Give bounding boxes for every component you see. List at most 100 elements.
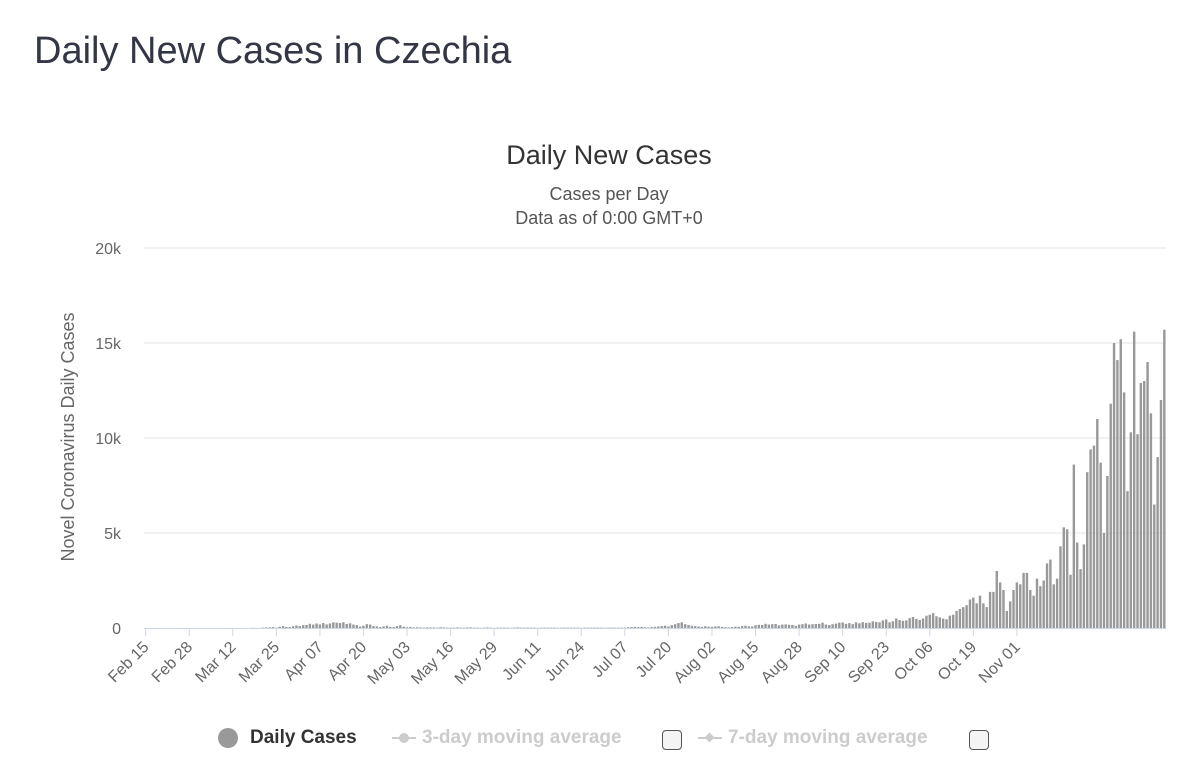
bar[interactable] xyxy=(593,627,596,629)
bar[interactable] xyxy=(807,624,811,628)
bar[interactable] xyxy=(670,625,673,628)
bar[interactable] xyxy=(791,624,794,628)
bars[interactable] xyxy=(198,329,1166,629)
bar[interactable] xyxy=(935,616,938,628)
bar[interactable] xyxy=(677,623,680,628)
bar[interactable] xyxy=(1086,472,1089,628)
bar[interactable] xyxy=(1092,445,1096,628)
bar[interactable] xyxy=(435,627,439,629)
bar[interactable] xyxy=(1159,400,1163,628)
bar[interactable] xyxy=(389,626,392,628)
bar[interactable] xyxy=(761,624,764,628)
bar[interactable] xyxy=(683,624,687,628)
bar[interactable] xyxy=(322,623,325,628)
bar[interactable] xyxy=(271,627,275,628)
bar[interactable] xyxy=(1089,449,1092,628)
bar[interactable] xyxy=(633,626,637,628)
bar[interactable] xyxy=(710,626,714,628)
bar[interactable] xyxy=(409,627,412,628)
bar[interactable] xyxy=(606,627,610,629)
bar[interactable] xyxy=(298,625,302,628)
bar[interactable] xyxy=(1039,586,1042,628)
bar[interactable] xyxy=(777,625,781,628)
bar[interactable] xyxy=(325,624,328,628)
bar[interactable] xyxy=(1072,464,1076,628)
bar[interactable] xyxy=(784,624,787,628)
bar[interactable] xyxy=(1059,546,1062,628)
bar[interactable] xyxy=(921,618,925,629)
bar[interactable] xyxy=(415,627,419,628)
bar[interactable] xyxy=(905,620,908,628)
bar[interactable] xyxy=(392,627,395,628)
bar[interactable] xyxy=(1008,601,1012,628)
bar[interactable] xyxy=(891,621,895,628)
bar[interactable] xyxy=(338,623,342,628)
bar[interactable] xyxy=(647,627,650,629)
bar[interactable] xyxy=(358,626,362,628)
bar[interactable] xyxy=(868,622,871,628)
bar[interactable] xyxy=(952,614,955,628)
checkbox-3-day-average[interactable] xyxy=(662,730,682,750)
bar[interactable] xyxy=(1109,403,1112,628)
bar[interactable] xyxy=(1065,529,1069,628)
bar[interactable] xyxy=(1119,339,1122,628)
bar[interactable] xyxy=(425,627,429,628)
bar[interactable] xyxy=(864,622,868,628)
bar[interactable] xyxy=(697,626,700,628)
bar[interactable] xyxy=(1079,569,1082,628)
bar[interactable] xyxy=(630,627,633,628)
bar[interactable] xyxy=(570,627,573,629)
bar[interactable] xyxy=(459,627,462,629)
bar[interactable] xyxy=(717,626,720,628)
bar[interactable] xyxy=(600,627,603,629)
bar[interactable] xyxy=(476,627,479,629)
bar[interactable] xyxy=(616,627,620,629)
bar[interactable] xyxy=(995,571,998,628)
bar[interactable] xyxy=(265,627,268,629)
bar[interactable] xyxy=(623,627,627,629)
bar[interactable] xyxy=(419,627,422,629)
bar[interactable] xyxy=(466,627,469,629)
bar[interactable] xyxy=(365,624,369,628)
bar[interactable] xyxy=(787,624,791,628)
bar[interactable] xyxy=(660,626,663,628)
bar[interactable] xyxy=(368,624,372,628)
bar[interactable] xyxy=(794,625,797,628)
bar[interactable] xyxy=(1076,542,1079,629)
bar[interactable] xyxy=(878,622,881,628)
bar[interactable] xyxy=(958,609,962,628)
bar[interactable] xyxy=(1126,491,1129,628)
bar[interactable] xyxy=(489,627,493,629)
bar[interactable] xyxy=(1045,563,1049,628)
bar[interactable] xyxy=(482,627,486,629)
bar[interactable] xyxy=(318,624,322,628)
bar[interactable] xyxy=(295,625,298,628)
bar[interactable] xyxy=(382,626,385,628)
bar[interactable] xyxy=(362,625,365,628)
bar[interactable] xyxy=(925,615,928,628)
bar[interactable] xyxy=(978,595,982,628)
bar[interactable] xyxy=(412,627,415,629)
bar[interactable] xyxy=(312,624,315,628)
bar[interactable] xyxy=(968,599,972,629)
bar[interactable] xyxy=(503,627,506,629)
bar[interactable] xyxy=(539,627,543,629)
bar[interactable] xyxy=(1163,329,1166,628)
bar[interactable] xyxy=(657,626,660,628)
bar[interactable] xyxy=(513,627,516,629)
bar[interactable] xyxy=(399,625,402,628)
bar[interactable] xyxy=(566,627,570,629)
bar[interactable] xyxy=(962,607,965,628)
bar[interactable] xyxy=(771,624,774,628)
bar[interactable] xyxy=(405,627,409,628)
bar[interactable] xyxy=(1102,533,1106,628)
bar[interactable] xyxy=(285,626,288,628)
bar[interactable] xyxy=(449,627,452,629)
bar[interactable] xyxy=(673,624,677,628)
bar[interactable] xyxy=(546,627,549,629)
bar[interactable] xyxy=(352,624,355,628)
bar[interactable] xyxy=(533,627,536,629)
bar[interactable] xyxy=(1143,381,1146,628)
bar[interactable] xyxy=(379,627,382,628)
bar[interactable] xyxy=(348,623,352,628)
